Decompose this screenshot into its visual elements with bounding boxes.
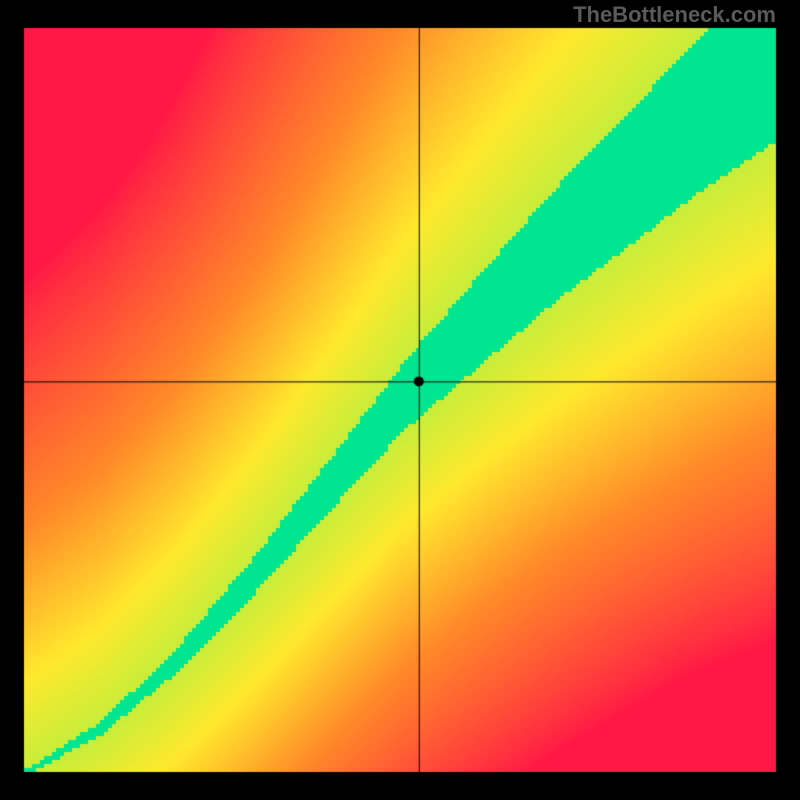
chart-canvas [0,0,800,800]
chart-container: TheBottleneck.com [0,0,800,800]
watermark-text: TheBottleneck.com [573,2,776,28]
